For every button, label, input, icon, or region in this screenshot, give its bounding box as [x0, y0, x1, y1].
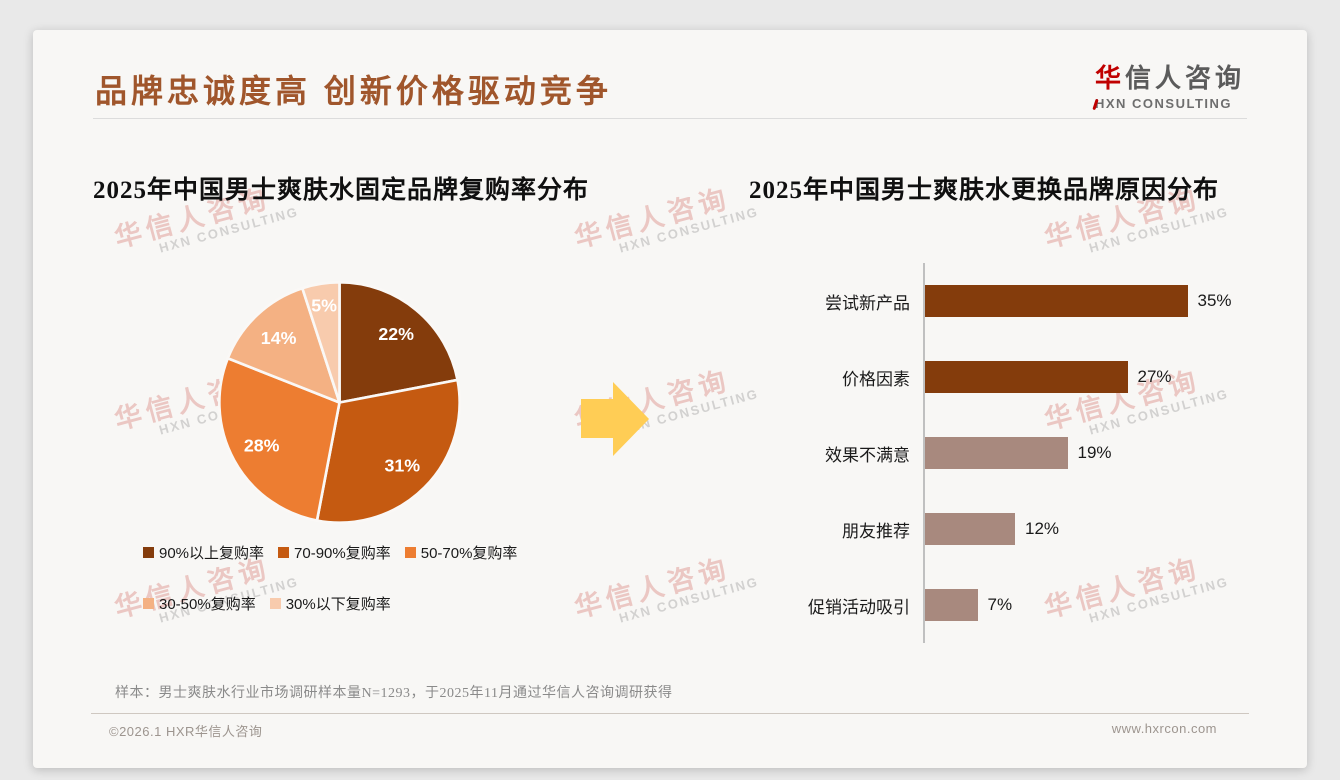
- transition-arrow-icon: [581, 382, 649, 456]
- bar-row: 效果不满意 19%: [783, 415, 1263, 491]
- bar-category-label: 促销活动吸引: [808, 597, 910, 617]
- legend-label: 70-90%复购率: [294, 545, 391, 562]
- legend-swatch-icon: [269, 598, 281, 609]
- website-url: www.hxrcon.com: [1111, 721, 1217, 736]
- bar-plot-area: 19%: [923, 415, 1263, 491]
- bar: [925, 285, 1188, 317]
- bar: [925, 361, 1128, 393]
- brand-logo: 华信人咨询 HXN CONSULTING: [1092, 58, 1245, 111]
- bar-row: 价格因素 27%: [783, 339, 1263, 415]
- bar: [925, 589, 978, 621]
- pie-chart: 22% 31% 28% 14% 5%: [218, 281, 461, 524]
- legend-swatch-icon: [143, 547, 154, 558]
- header-divider: [93, 118, 1247, 119]
- pie-data-label: 14%: [261, 328, 297, 348]
- copyright-text: ©2026.1 HXR华信人咨询: [109, 724, 263, 739]
- pie-data-label: 28%: [244, 436, 280, 456]
- legend-label: 30%以下复购率: [285, 596, 391, 613]
- pie-data-label: 31%: [385, 456, 421, 476]
- brand-name-cn: 华信人咨询: [1095, 58, 1245, 95]
- sample-footnote: 样本：男士爽肤水行业市场调研样本量N=1293，于2025年11月通过华信人咨询…: [115, 686, 673, 701]
- legend-item: 50-70%复购率: [404, 542, 518, 563]
- bar-category-label: 效果不满意: [825, 445, 910, 465]
- pie-slice-4: [301, 281, 341, 404]
- bar-category-label: 尝试新产品: [825, 293, 910, 313]
- bar: [925, 437, 1068, 469]
- slide-content: 品牌忠诚度高 创新价格驱动竞争 华信人咨询 HXN CONSULTING 202…: [33, 30, 1307, 768]
- bar-chart: 尝试新产品 35% 价格因素 27% 效果不满意 19% 朋友推荐 12% 促销活动吸引 7%: [783, 263, 1263, 643]
- bar: [925, 513, 1015, 545]
- bar-row: 促销活动吸引 7%: [783, 567, 1263, 643]
- bar-value-label: 35%: [1197, 291, 1232, 310]
- bar-category-label: 价格因素: [842, 369, 910, 389]
- legend-item: 30%以下复购率: [269, 593, 391, 614]
- pie-data-label: 5%: [311, 295, 337, 315]
- footer: ©2026.1 HXR华信人咨询 www.hxrcon.com: [109, 721, 1217, 740]
- bar-value-label: 27%: [1137, 367, 1172, 386]
- pie-slice-0: [338, 281, 459, 404]
- legend-swatch-icon: [278, 547, 290, 558]
- bar-row: 尝试新产品 35%: [783, 263, 1263, 339]
- brand-en-text: HXN CONSULTING: [1094, 96, 1233, 111]
- bar-category-label: 朋友推荐: [842, 521, 910, 541]
- brand-accent-char: 华: [1094, 63, 1125, 93]
- legend-item: 90%以上复购率: [143, 542, 264, 563]
- legend-swatch-icon: [404, 547, 416, 558]
- bar-row: 朋友推荐 12%: [783, 491, 1263, 567]
- legend-item: 30-50%复购率: [143, 593, 256, 614]
- bar-plot-area: 35%: [923, 263, 1263, 339]
- pie-legend: 90%以上复购率 70-90%复购率 50-70%复购率 30-50%复购率 30%以下…: [143, 542, 595, 614]
- bar-value-label: 12%: [1025, 519, 1060, 538]
- legend-item: 70-90%复购率: [278, 542, 391, 563]
- legend-label: 90%以上复购率: [159, 545, 265, 562]
- legend-swatch-icon: [143, 598, 154, 609]
- page-title: 品牌忠诚度高 创新价格驱动竞争: [95, 73, 612, 109]
- bar-value-label: 7%: [987, 595, 1013, 614]
- bar-plot-area: 7%: [923, 567, 1263, 643]
- footer-divider: [91, 713, 1249, 714]
- pie-chart-title: 2025年中国男士爽肤水固定品牌复购率分布: [93, 177, 590, 204]
- bar-chart-title: 2025年中国男士爽肤水更换品牌原因分布: [749, 177, 1220, 204]
- brand-rest-chars: 信人咨询: [1124, 63, 1245, 93]
- brand-name-en: HXN CONSULTING: [1092, 96, 1245, 111]
- bar-plot-area: 12%: [923, 491, 1263, 567]
- bar-value-label: 19%: [1077, 443, 1112, 462]
- pie-data-label: 22%: [378, 324, 414, 344]
- bar-plot-area: 27%: [923, 339, 1263, 415]
- pie-slice-1: [315, 378, 461, 524]
- pie-slice-2: [218, 356, 341, 522]
- slide-card: 华信人咨询 HXN CONSULTING 华信人咨询 HXN CONSULTING 华信…: [33, 30, 1307, 768]
- legend-label: 30-50%复购率: [159, 596, 256, 613]
- legend-label: 50-70%复购率: [420, 545, 518, 562]
